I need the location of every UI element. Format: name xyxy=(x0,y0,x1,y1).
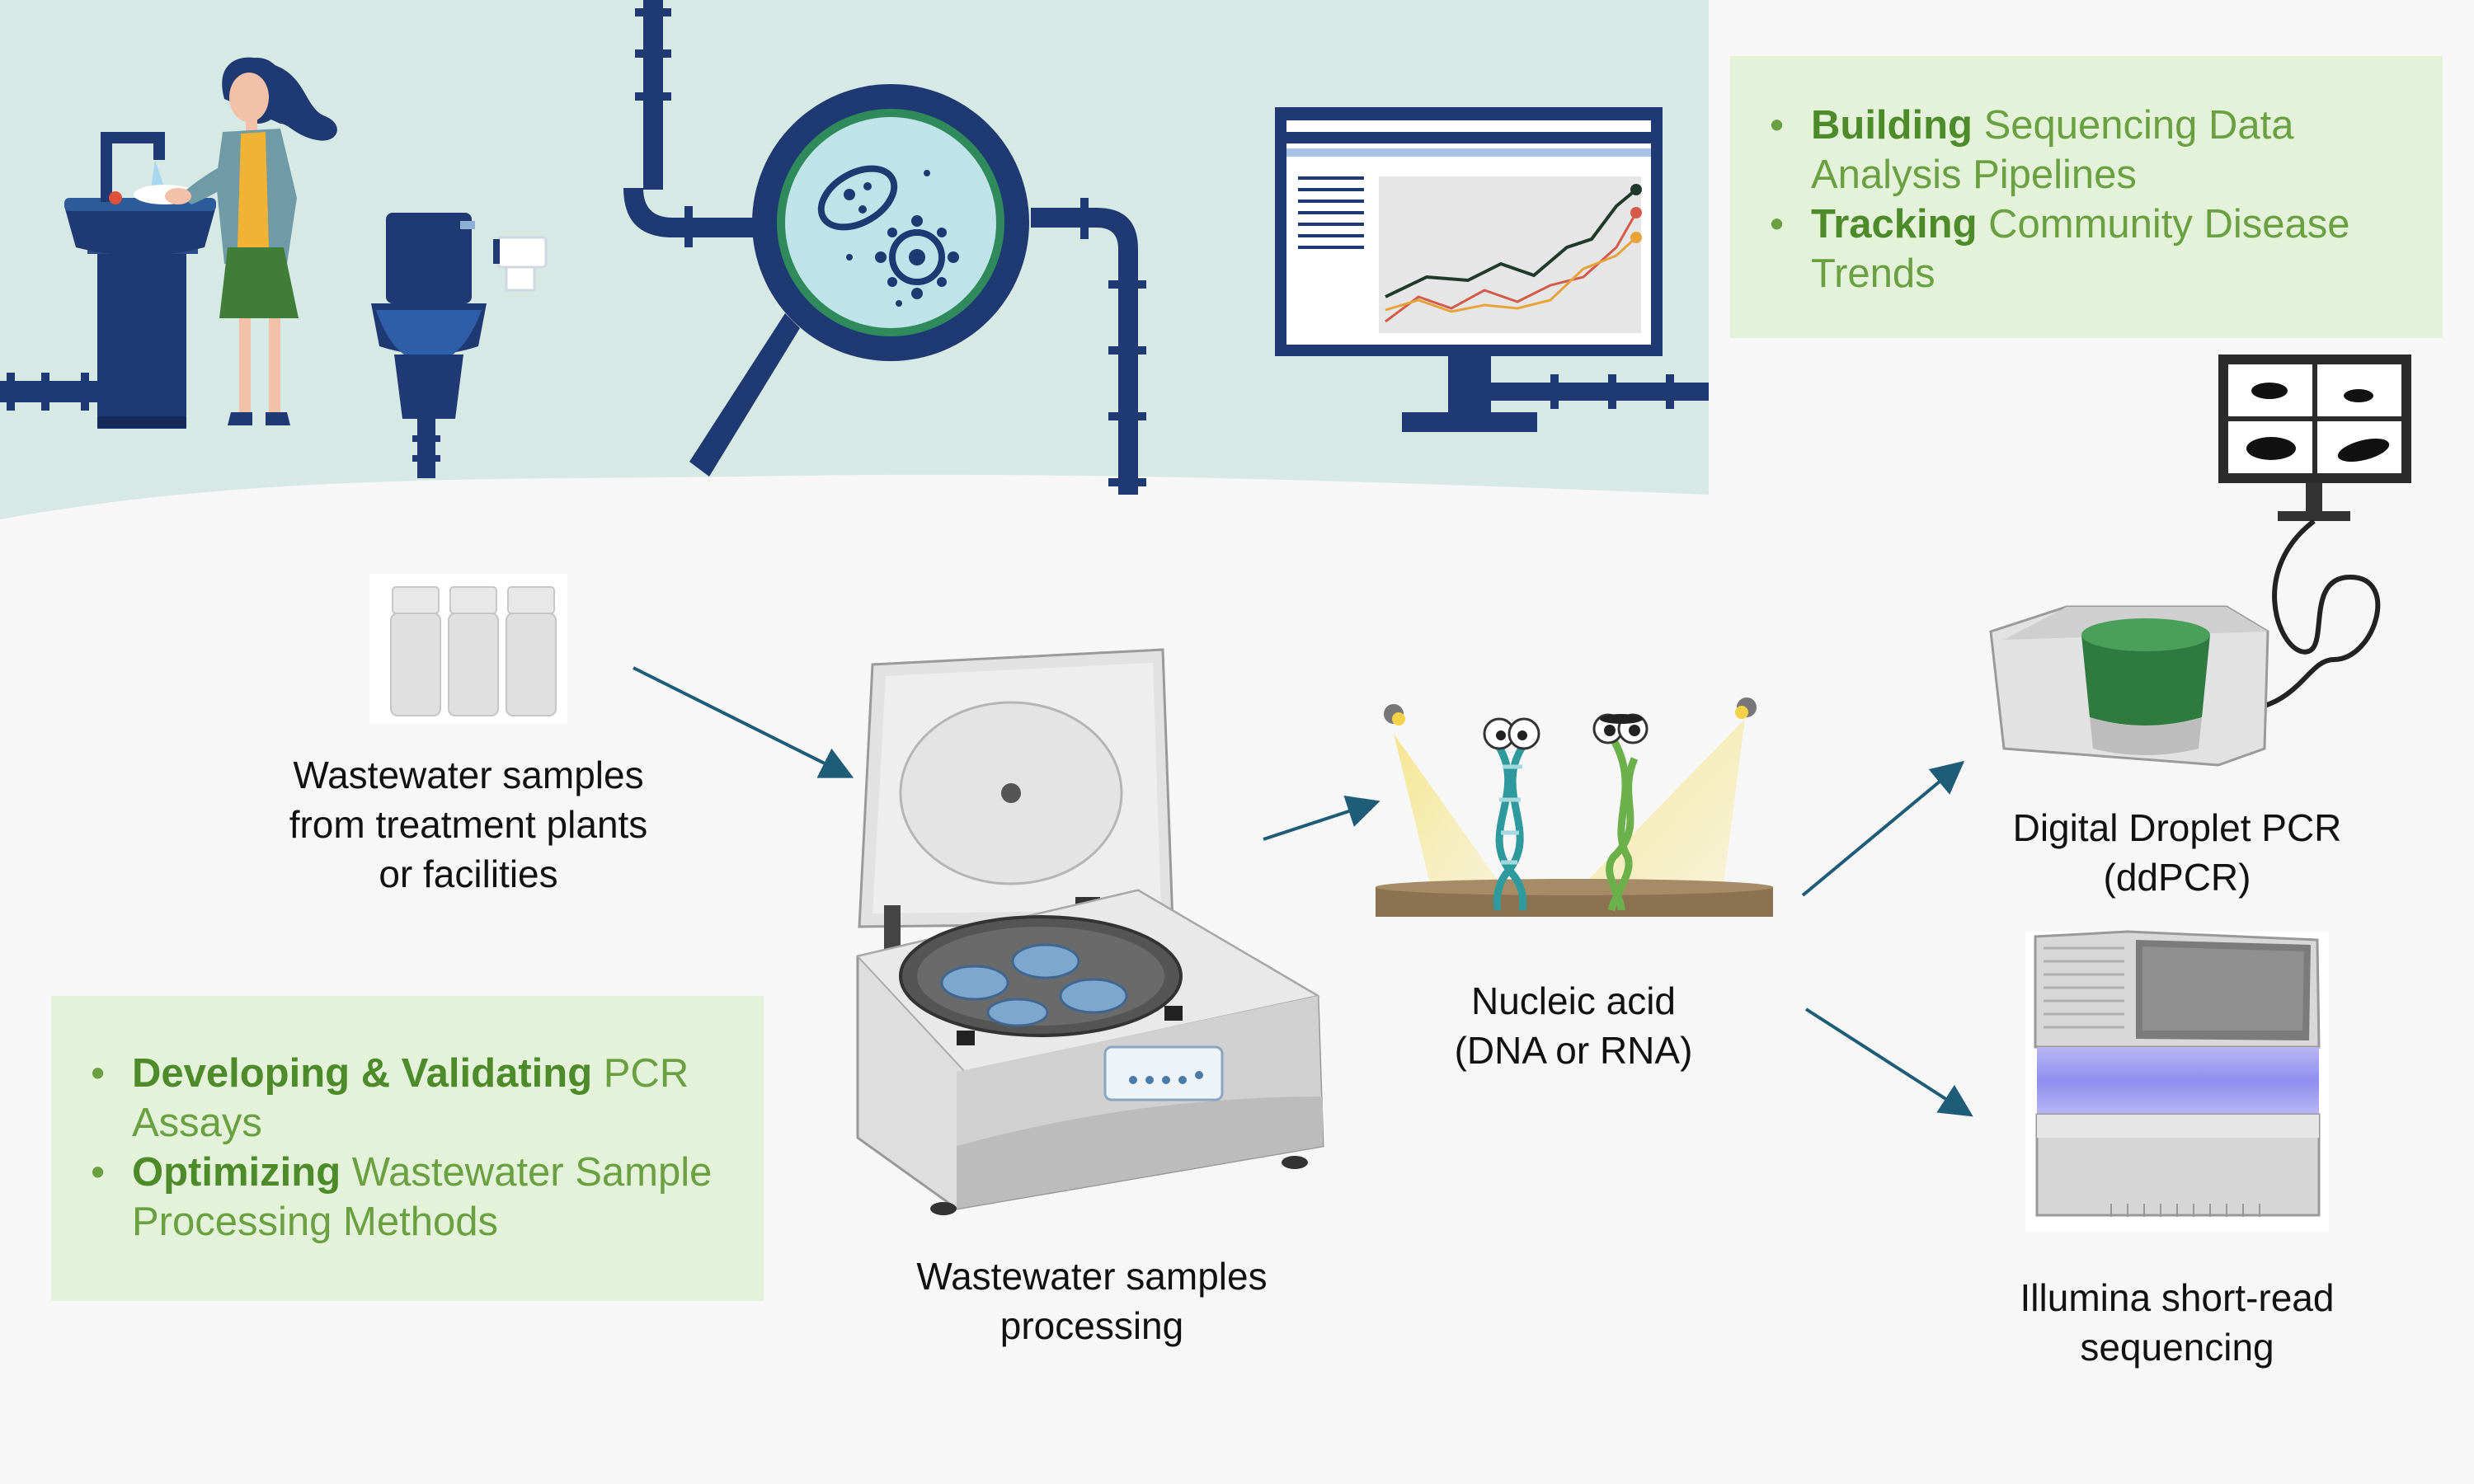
bottom-box-item-1: • Developing & Validating PCR Assays xyxy=(91,1051,689,1145)
sample-bottles xyxy=(369,574,567,724)
arrow-nucleic-to-ddpcr xyxy=(1801,760,1965,897)
toilet xyxy=(371,213,548,478)
illumina-sequencer xyxy=(2025,930,2329,1232)
centrifuge xyxy=(856,648,1324,1215)
bottom-green-box: • Developing & Validating PCR Assays • Opt… xyxy=(51,996,764,1301)
bottom-box-item-2: • Optimizing Wastewater Sample Processing… xyxy=(91,1150,713,1244)
caption-samples-processing: Wastewater samples processing xyxy=(916,1255,1268,1347)
caption-illumina: Illumina short-read sequencing xyxy=(2020,1276,2335,1369)
arrow-nucleic-to-illumina xyxy=(1804,1007,1973,1117)
monitor-chart xyxy=(1275,107,1709,432)
arrow-samples-to-processing xyxy=(633,666,854,778)
caption-wastewater-samples: Wastewater samples from treatment plants… xyxy=(289,754,648,895)
top-green-box: • Building Sequencing Data Analysis Pipel… xyxy=(1730,56,2443,338)
top-box-item-1: • Building Sequencing Data Analysis Pipel… xyxy=(1770,103,2294,197)
top-box-item-2: • Tracking Community Disease Trends xyxy=(1770,202,2350,296)
dna-scene xyxy=(1376,697,1773,917)
caption-nucleic-acid: Nucleic acid (DNA or RNA) xyxy=(1454,979,1693,1072)
woman-washing-hands xyxy=(165,57,337,425)
caption-ddpcr: Digital Droplet PCR (ddPCR) xyxy=(2012,806,2342,899)
flow-arrows xyxy=(633,666,1973,1117)
arrow-processing-to-nucleic xyxy=(1263,795,1380,841)
microbe-icons xyxy=(817,165,945,285)
pipe-magnifier xyxy=(623,0,1146,495)
ddpcr-device xyxy=(1989,355,2411,767)
bathroom-scene xyxy=(0,57,548,478)
